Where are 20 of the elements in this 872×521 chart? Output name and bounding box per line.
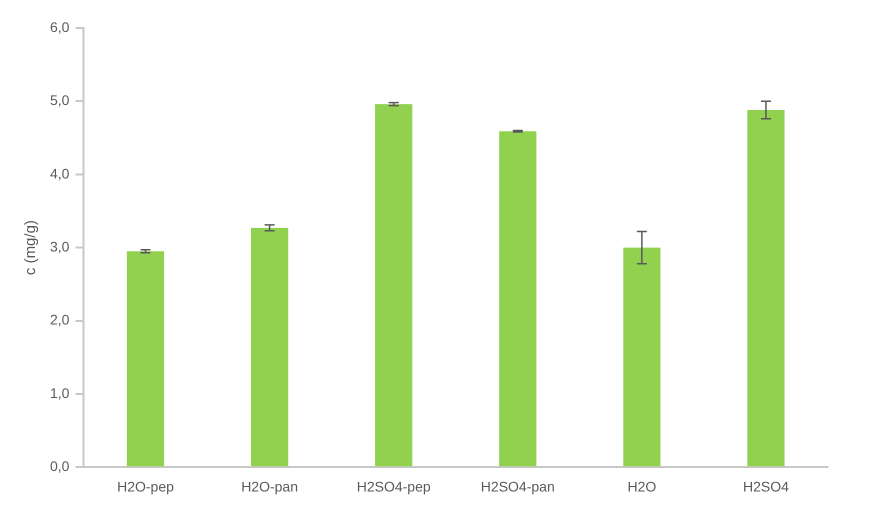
- x-tick-label: H2O-pan: [241, 478, 298, 494]
- x-tick-label: H2SO4-pan: [480, 478, 555, 494]
- y-tick-label: 2,0: [50, 312, 70, 328]
- y-tick-label: 0,0: [50, 458, 70, 474]
- bar: [499, 131, 536, 466]
- y-tick-label: 5,0: [50, 92, 70, 108]
- x-tick-label: H2O: [627, 478, 656, 494]
- bar: [623, 248, 660, 466]
- y-tick-label: 6,0: [50, 18, 70, 35]
- y-tick-label: 3,0: [50, 238, 70, 254]
- y-axis-title: c (mg/g): [22, 220, 40, 276]
- bar: [126, 251, 164, 466]
- bar: [250, 228, 288, 466]
- y-tick-label: 4,0: [50, 165, 70, 182]
- x-tick-label: H2SO4: [742, 478, 790, 494]
- y-tick-label: 1,0: [50, 384, 70, 401]
- bar: [375, 104, 412, 466]
- x-tick-label: H2SO4-pep: [356, 478, 431, 494]
- bar: [747, 110, 785, 466]
- x-tick-label: H2O-pep: [117, 478, 174, 494]
